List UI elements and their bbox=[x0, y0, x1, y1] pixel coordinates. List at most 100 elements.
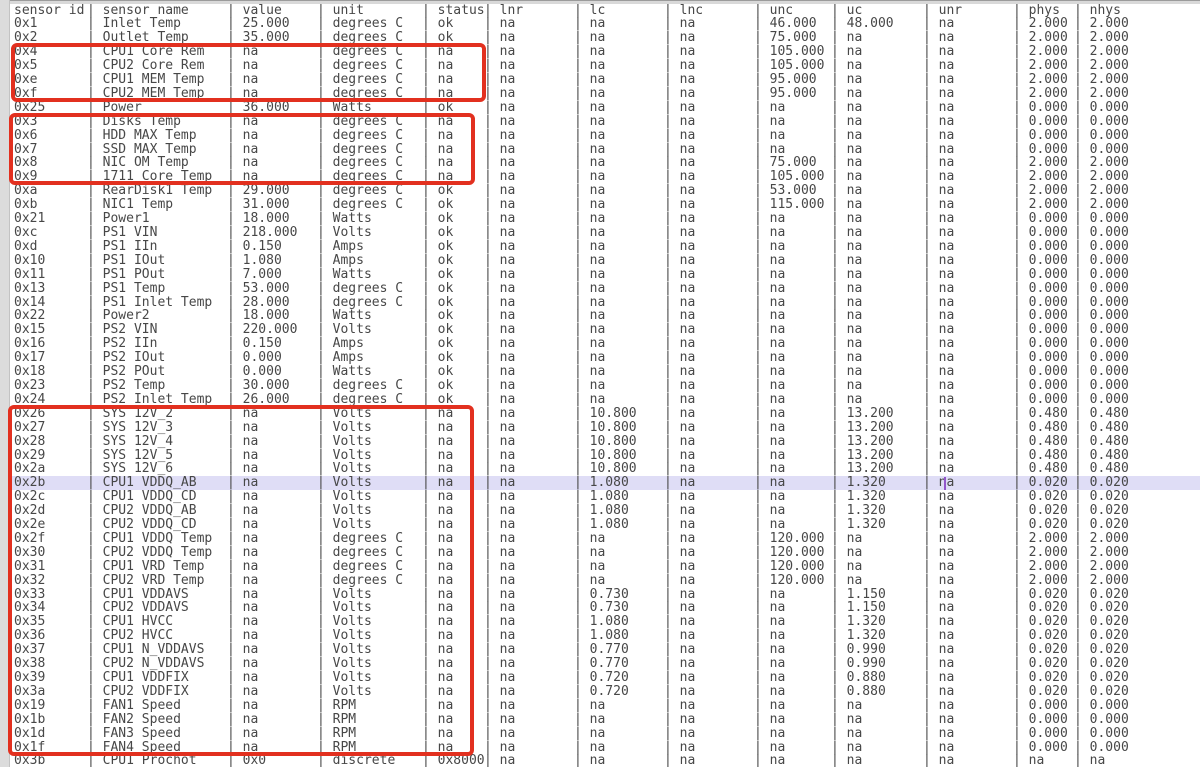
table-row[interactable]: 0x35 | CPU1 HVCC | na | Volts | na | na | 1.08… bbox=[10, 615, 1200, 629]
cell-text: 2.000 bbox=[1028, 544, 1068, 560]
cell-text: na bbox=[769, 753, 786, 767]
table-row[interactable]: 0xf | CPU2 MEM Temp | na | degrees C | na | n… bbox=[10, 86, 1200, 101]
pipe-separator: | bbox=[754, 169, 770, 185]
table-row[interactable]: 0x25 | Power | 36.000 | Watts | ok | na | na | … bbox=[10, 100, 1200, 115]
pipe-separator: | bbox=[1013, 266, 1029, 282]
pipe-separator: | bbox=[664, 113, 680, 129]
table-row[interactable]: 0x9 | 1711 Core Temp | na | degrees C | na | … bbox=[10, 170, 1200, 184]
cell-text: Watts bbox=[332, 211, 372, 227]
cell-text: 1.320 bbox=[846, 503, 886, 519]
table-row[interactable]: 0x2c | CPU1 VDDQ_CD | na | Volts | na | na | 1… bbox=[10, 490, 1200, 504]
table-row[interactable]: 0x6 | HDD MAX Temp | na | degrees C | na | na… bbox=[10, 128, 1200, 143]
table-row[interactable]: 0x1b | FAN2 Speed | na | RPM | na | na | na | n… bbox=[10, 711, 1200, 727]
table-row[interactable]: 0x30 | CPU2 VDDQ Temp | na | degrees C | na |… bbox=[10, 544, 1200, 560]
table-row[interactable]: 0x2d | CPU2 VDDQ_AB | na | Volts | na | na | 1… bbox=[10, 504, 1200, 518]
cell-text: na bbox=[769, 711, 786, 727]
table-row[interactable]: 0x39 | CPU1 VDDFIX | na | Volts | na | na | 0.… bbox=[10, 671, 1200, 685]
cell-status: | ok bbox=[422, 392, 484, 407]
table-row[interactable]: 0x1d | FAN3 Speed | na | RPM | na | na | na | n… bbox=[10, 725, 1200, 741]
cell-text: 53.000 bbox=[769, 183, 817, 199]
table-row[interactable]: 0xa | RearDisk1 Temp | 29.000 | degrees C | … bbox=[10, 184, 1200, 198]
table-row[interactable]: 0x18 | PS2 POut | 0.000 | Watts | ok | na | na… bbox=[10, 365, 1200, 379]
cell-unr: | na bbox=[923, 100, 1013, 115]
pipe-separator: | bbox=[227, 141, 243, 157]
table-row[interactable]: 0x34 | CPU2 VDDAVS | na | Volts | na | na | 0.… bbox=[10, 601, 1200, 615]
cell-text: 26.000 bbox=[242, 391, 290, 407]
pipe-separator: | bbox=[831, 711, 847, 727]
cell-uc: | na bbox=[831, 378, 923, 393]
table-row[interactable]: 0x8 | NIC OM Temp | na | degrees C | na | na |… bbox=[10, 156, 1200, 170]
table-row[interactable]: 0x2a | SYS 12V_6 | na | Volts | na | na | 10.8… bbox=[10, 462, 1200, 476]
table-row[interactable]: 0x38 | CPU2 N_VDDAVS | na | Volts | na | na | … bbox=[10, 657, 1200, 671]
table-row[interactable]: 0x28 | SYS 12V_4 | na | Volts | na | na | 10.8… bbox=[10, 434, 1200, 449]
table-row[interactable]: 0x3 | Disks Temp | na | degrees C | na | na | … bbox=[10, 113, 1200, 129]
pipe-separator: | bbox=[754, 405, 770, 421]
cell-unr: | na bbox=[923, 671, 1013, 685]
table-row[interactable]: 0x11 | PS1 POut | 7.000 | Watts | ok | na | na… bbox=[10, 266, 1200, 282]
table-row[interactable]: 0x7 | SSD MAX Temp | na | degrees C | na | na… bbox=[10, 141, 1200, 157]
table-row[interactable]: 0x1f | FAN4 Speed | na | RPM | na | na | na | n… bbox=[10, 739, 1200, 755]
cell-text: RPM bbox=[332, 725, 357, 741]
cell-uc: | 1.320 bbox=[831, 476, 923, 490]
table-row[interactable]: 0x13 | PS1 Temp | 53.000 | degrees C | ok | n… bbox=[10, 280, 1200, 296]
cell-unr: | na bbox=[923, 253, 1013, 268]
table-row[interactable]: 0x24 | PS2 Inlet Temp | 26.000 | degrees C |… bbox=[10, 391, 1200, 407]
table-row[interactable]: 0x32 | CPU2 VRD Temp | na | degrees C | na | … bbox=[10, 573, 1200, 588]
cell-text: na bbox=[242, 544, 259, 560]
table-row[interactable]: 0x21 | Power1 | 18.000 | Watts | ok | na | na |… bbox=[10, 212, 1200, 226]
table-row[interactable]: 0x36 | CPU2 HVCC | na | Volts | na | na | 1.08… bbox=[10, 629, 1200, 643]
table-row[interactable]: 0x3b | CPU1 Prochot | 0x0 | discrete | 0x800… bbox=[10, 754, 1200, 767]
table-row[interactable]: 0x2b | CPU1 VDDQ_AB | na | Volts | na | na | 1… bbox=[10, 476, 1200, 491]
cell-uc: | na bbox=[831, 267, 923, 282]
table-row[interactable]: 0x10 | PS1 IOut | 1.080 | Amps | ok | na | na |… bbox=[10, 252, 1200, 268]
table-row[interactable]: 0x29 | SYS 12V_5 | na | Volts | na | na | 10.8… bbox=[10, 448, 1200, 463]
table-row[interactable]: 0x33 | CPU1 VDDAVS | na | Volts | na | na | 0.… bbox=[10, 587, 1200, 602]
table-row[interactable]: 0x26 | SYS 12V_2 | na | Volts | na | na | 10.8… bbox=[10, 405, 1200, 421]
cell-text: na bbox=[769, 670, 786, 685]
cell-status: | na bbox=[422, 615, 484, 629]
pipe-separator: | bbox=[923, 377, 939, 393]
table-row[interactable]: 0x15 | PS2 VIN | 220.000 | Volts | ok | na | n… bbox=[10, 323, 1200, 337]
cell-unr: | na bbox=[923, 337, 1013, 351]
table-row[interactable]: 0x14 | PS1 Inlet Temp | 28.000 | degrees C |… bbox=[10, 295, 1200, 310]
cell-text: na bbox=[938, 280, 955, 296]
table-row[interactable]: 0x37 | CPU1 N_VDDAVS | na | Volts | na | na | … bbox=[10, 643, 1200, 657]
cell-unc: | 53.000 bbox=[754, 184, 831, 198]
cell-lnc: | na bbox=[664, 86, 754, 101]
cell-nhys: | nhys bbox=[1074, 3, 1200, 18]
cell-lnr: | na bbox=[484, 73, 574, 87]
table-row[interactable]: 0x2 | Outlet Temp | 35.000 | degrees C | ok |… bbox=[10, 31, 1200, 45]
pipe-separator: | bbox=[227, 614, 243, 630]
cell-text: 0.000 bbox=[1089, 113, 1129, 129]
cell-sensor-id: 0x1d bbox=[10, 726, 87, 741]
cell-text: na bbox=[242, 739, 259, 755]
pipe-separator: | bbox=[422, 530, 438, 546]
cell-lc: | na bbox=[574, 531, 664, 546]
cell-sensor-id: 0xb bbox=[10, 198, 87, 212]
table-row[interactable]: 0x16 | PS2 IIn | 0.150 | Amps | ok | na | na | … bbox=[10, 337, 1200, 351]
table-row[interactable]: 0xe | CPU1 MEM Temp | na | degrees C | na | n… bbox=[10, 73, 1200, 87]
table-row[interactable]: 0xc | PS1 VIN | 218.000 | Volts | ok | na | na… bbox=[10, 226, 1200, 240]
table-row[interactable]: 0x27 | SYS 12V_3 | na | Volts | na | na | 10.8… bbox=[10, 420, 1200, 435]
table-row[interactable]: 0x17 | PS2 IOut | 0.000 | Amps | ok | na | na |… bbox=[10, 351, 1200, 365]
table-row[interactable]: 0x1 | Inlet Temp | 25.000 | degrees C | ok | … bbox=[10, 17, 1200, 31]
table-row[interactable]: 0x23 | PS2 Temp | 30.000 | degrees C | ok | n… bbox=[10, 377, 1200, 393]
table-row[interactable]: 0x4 | CPU1 Core Rem | na | degrees C | na | n… bbox=[10, 45, 1200, 59]
table-row[interactable]: 0x2f | CPU1 VDDQ Temp | na | degrees C | na |… bbox=[10, 530, 1200, 546]
cell-lnr: | na bbox=[484, 462, 574, 476]
pipe-separator: | bbox=[754, 683, 770, 699]
table-row[interactable]: 0xd | PS1 IIn | 0.150 | Amps | ok | na | na | n… bbox=[10, 239, 1200, 254]
cell-text: na bbox=[679, 252, 696, 268]
table-row[interactable]: 0x19 | FAN1 Speed | na | RPM | na | na | na | n… bbox=[10, 697, 1200, 713]
table-row[interactable]: 0x2e | CPU2 VDDQ_CD | na | Volts | na | na | 1… bbox=[10, 518, 1200, 532]
cell-text: na bbox=[769, 350, 786, 366]
cell-nhys: | 0.000 bbox=[1074, 226, 1200, 240]
table-row[interactable]: 0x5 | CPU2 Core Rem | na | degrees C | na | n… bbox=[10, 59, 1200, 73]
cell-text: na bbox=[938, 530, 955, 546]
pipe-separator: | bbox=[664, 697, 680, 713]
table-row[interactable]: 0x22 | Power2 | 18.000 | Watts | ok | na | na |… bbox=[10, 309, 1200, 323]
table-row[interactable]: 0x31 | CPU1 VRD Temp | na | degrees C | na | … bbox=[10, 559, 1200, 574]
table-row[interactable]: 0xb | NIC1 Temp | 31.000 | degrees C | ok | n… bbox=[10, 198, 1200, 212]
pipe-separator: | bbox=[754, 642, 770, 658]
table-row[interactable]: 0x3a | CPU2 VDDFIX | na | Volts | na | na | 0.… bbox=[10, 683, 1200, 699]
